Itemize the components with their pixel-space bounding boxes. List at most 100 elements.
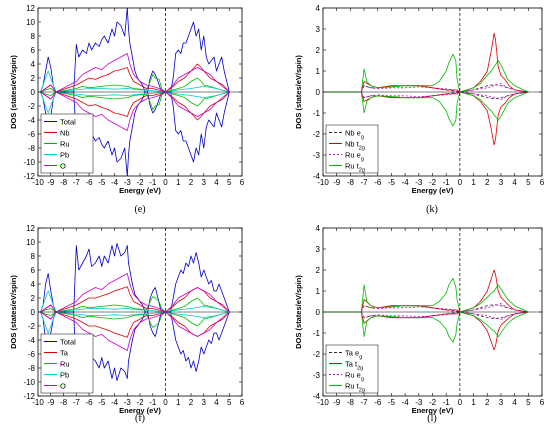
panel-e: -10 -9 -8 -7 -6 -5 -4 -3 -2 -1 0 1 2 3 4 5 6-12-10-8-6-4…	[9, 4, 245, 215]
x-tick-label: -10	[32, 178, 44, 187]
x-axis-label: Energy (eV)	[412, 406, 454, 415]
legend-entry: Total	[60, 118, 76, 127]
legend: Total Ta Ru Pb O	[40, 333, 94, 394]
x-tick-label: 0	[458, 398, 463, 407]
legend-entry: Ru	[60, 140, 70, 149]
y-tick-label: 1	[316, 67, 321, 76]
y-tick-label: -10	[23, 378, 35, 387]
y-tick-label: 8	[31, 32, 36, 41]
y-axis-label: DOS (states/eV/spin)	[294, 55, 303, 129]
y-tick-label: 0	[31, 88, 36, 97]
series-line-pb-spin-down	[40, 91, 230, 114]
x-tick-label: -3	[124, 178, 132, 187]
x-tick-label: -8	[347, 178, 355, 187]
series-line-ru-t-spin-down	[325, 91, 529, 127]
x-tick-label: -8	[60, 178, 68, 187]
x-tick-label: -5	[388, 398, 396, 407]
series-line-pb-spin-down	[40, 311, 230, 334]
y-tick-label: -4	[313, 392, 321, 401]
x-tick-label: -7	[361, 178, 369, 187]
series-line-nb-spin-up	[40, 63, 230, 93]
y-tick-label: 12	[26, 224, 35, 233]
x-tick-label: 2	[485, 178, 490, 187]
x-tick-label: -1	[443, 398, 451, 407]
x-axis-label: Energy (eV)	[412, 186, 454, 195]
series-line-o-spin-up	[40, 273, 230, 313]
x-tick-label: 4	[512, 178, 517, 187]
x-tick-label: 4	[214, 398, 219, 407]
x-tick-label: -9	[333, 178, 341, 187]
x-tick-label: -10	[317, 178, 329, 187]
y-tick-label: -6	[28, 130, 36, 139]
panel-caption: (f)	[135, 413, 145, 424]
series-line-nb-spin-down	[40, 91, 230, 121]
y-tick-label: 2	[316, 46, 321, 55]
series-line-ru-t-spin-down	[325, 311, 529, 343]
x-tick-label: -2	[429, 398, 437, 407]
panel-f: -10 -9 -8 -7 -6 -5 -4 -3 -2 -1 0 1 2 3 4 5 6-12-10-8-6-4…	[9, 224, 245, 424]
y-tick-label: -4	[28, 336, 36, 345]
y-tick-label: 4	[31, 280, 36, 289]
x-tick-label: -4	[111, 178, 119, 187]
series-line-nb-e-spin-down	[325, 91, 529, 99]
x-tick-label: 5	[526, 178, 531, 187]
x-tick-label: 2	[485, 398, 490, 407]
x-tick-label: -10	[317, 398, 329, 407]
series-line-o-spin-down	[40, 311, 230, 351]
x-tick-label: 6	[240, 398, 245, 407]
y-tick-label: -6	[28, 350, 36, 359]
y-tick-label: -2	[28, 102, 36, 111]
series-line-ru-t-spin-up	[325, 53, 529, 93]
y-tick-label: -3	[313, 151, 321, 160]
y-tick-label: 4	[316, 4, 321, 13]
series-line-ru-t-spin-up	[325, 277, 529, 313]
x-tick-label: -9	[47, 178, 55, 187]
x-tick-label: 0	[458, 178, 463, 187]
x-tick-label: -2	[136, 178, 144, 187]
y-tick-label: -8	[28, 144, 36, 153]
series-line-total-spin-up	[40, 242, 230, 313]
y-tick-label: -2	[313, 350, 321, 359]
x-tick-label: 4	[512, 398, 517, 407]
x-tick-label: 1	[471, 178, 476, 187]
x-tick-label: 6	[540, 178, 545, 187]
x-tick-label: -8	[60, 398, 68, 407]
series-line-ru-spin-down	[40, 311, 230, 328]
legend-entry: Nb	[60, 129, 70, 138]
x-tick-label: -6	[374, 398, 382, 407]
legend-entry: Pb	[60, 151, 69, 160]
series-line-o-spin-up	[40, 53, 230, 93]
x-tick-label: 3	[499, 178, 504, 187]
x-tick-label: -4	[402, 178, 410, 187]
y-tick-label: -1	[313, 329, 321, 338]
x-tick-label: 6	[540, 398, 545, 407]
y-tick-label: 1	[316, 287, 321, 296]
x-tick-label: -2	[429, 178, 437, 187]
x-tick-label: 0	[163, 398, 168, 407]
x-tick-label: -7	[361, 398, 369, 407]
x-tick-label: -3	[124, 398, 132, 407]
y-tick-label: 12	[26, 4, 35, 13]
series-line-ru-e-spin-down	[325, 311, 529, 321]
x-tick-label: 5	[227, 178, 232, 187]
x-tick-label: -3	[415, 178, 423, 187]
y-tick-label: 6	[31, 266, 36, 275]
series-line-ru-e-spin-down	[325, 91, 529, 100]
legend-entry: Total	[60, 338, 76, 347]
panel-k: -10 -9 -8 -7 -6 -5 -4 -3 -2 -1 0 1 2 3 4 5 6-4-3-2-10123…	[294, 4, 545, 215]
y-tick-label: -8	[28, 364, 36, 373]
y-tick-label: -4	[28, 116, 36, 125]
y-tick-label: 10	[26, 18, 35, 27]
x-tick-label: 2	[189, 398, 194, 407]
x-tick-label: -6	[85, 178, 93, 187]
x-tick-label: 1	[176, 178, 181, 187]
x-tick-label: 3	[202, 178, 207, 187]
x-axis-label: Energy (eV)	[119, 406, 161, 415]
y-tick-label: 6	[31, 46, 36, 55]
x-tick-label: -8	[347, 398, 355, 407]
y-tick-label: -10	[23, 158, 35, 167]
series-line-ru-spin-down	[40, 91, 230, 110]
series-line-total-spin-up	[40, 8, 230, 93]
